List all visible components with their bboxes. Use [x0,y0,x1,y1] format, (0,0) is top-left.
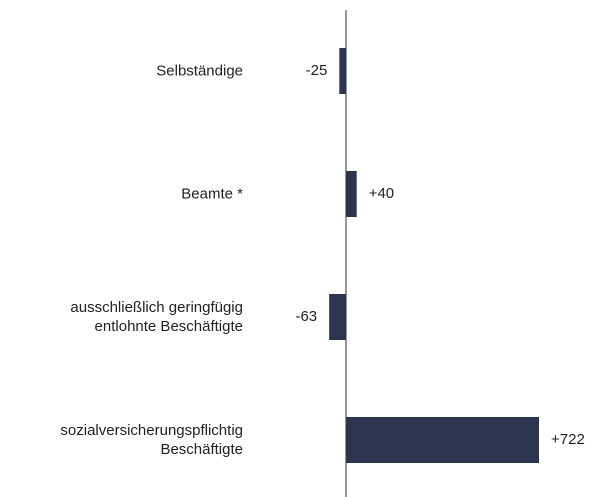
value-label: +40 [369,185,394,202]
bar [346,417,539,463]
category-label: ausschließlich geringfügig entlohnte Bes… [70,299,243,335]
bar [339,48,346,94]
value-label: -25 [306,62,328,79]
category-label: Beamte * [181,185,243,203]
bar [329,294,346,340]
value-label: -63 [295,308,317,325]
category-label: Selbständige [156,62,243,80]
bar [346,171,357,217]
category-label: sozialversicherungspflichtig Beschäftigt… [60,422,243,458]
value-label: +722 [551,431,585,448]
